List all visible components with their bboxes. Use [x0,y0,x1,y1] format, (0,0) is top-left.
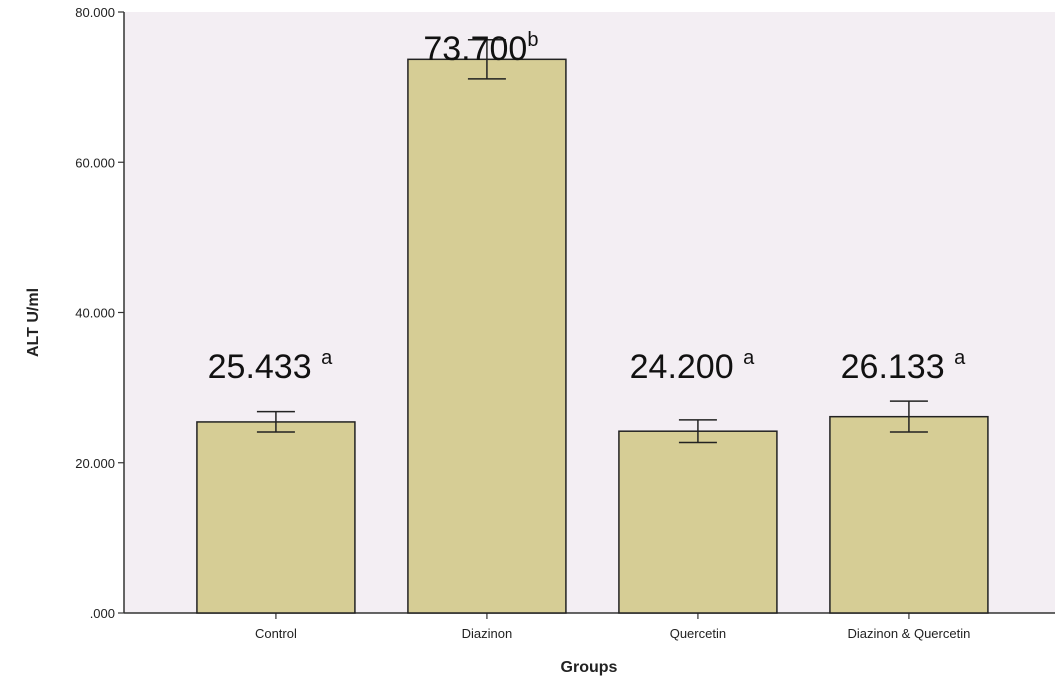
x-tick-label: Diazinon & Quercetin [847,626,970,641]
bar [618,430,778,614]
y-tick-label: 40.000 [75,306,115,321]
y-tick-label: 80.000 [75,5,115,20]
y-tick-label: 20.000 [75,456,115,471]
x-tick-label: Control [255,626,297,641]
data-label: 26.133 a [841,347,966,386]
bar [829,415,989,614]
data-label: 25.433 a [208,347,333,386]
x-tick-label: Diazinon [462,626,513,641]
x-tick-label: Quercetin [670,626,726,641]
data-label: 73.700b [423,29,538,68]
y-tick-label: .000 [90,606,115,621]
y-tick-label: 60.000 [75,155,115,170]
data-label: 24.200 a [630,347,755,386]
y-axis-title: ALT U/ml [25,288,42,357]
bar [407,58,567,614]
x-axis-title: Groups [561,659,618,676]
bar [196,421,356,614]
